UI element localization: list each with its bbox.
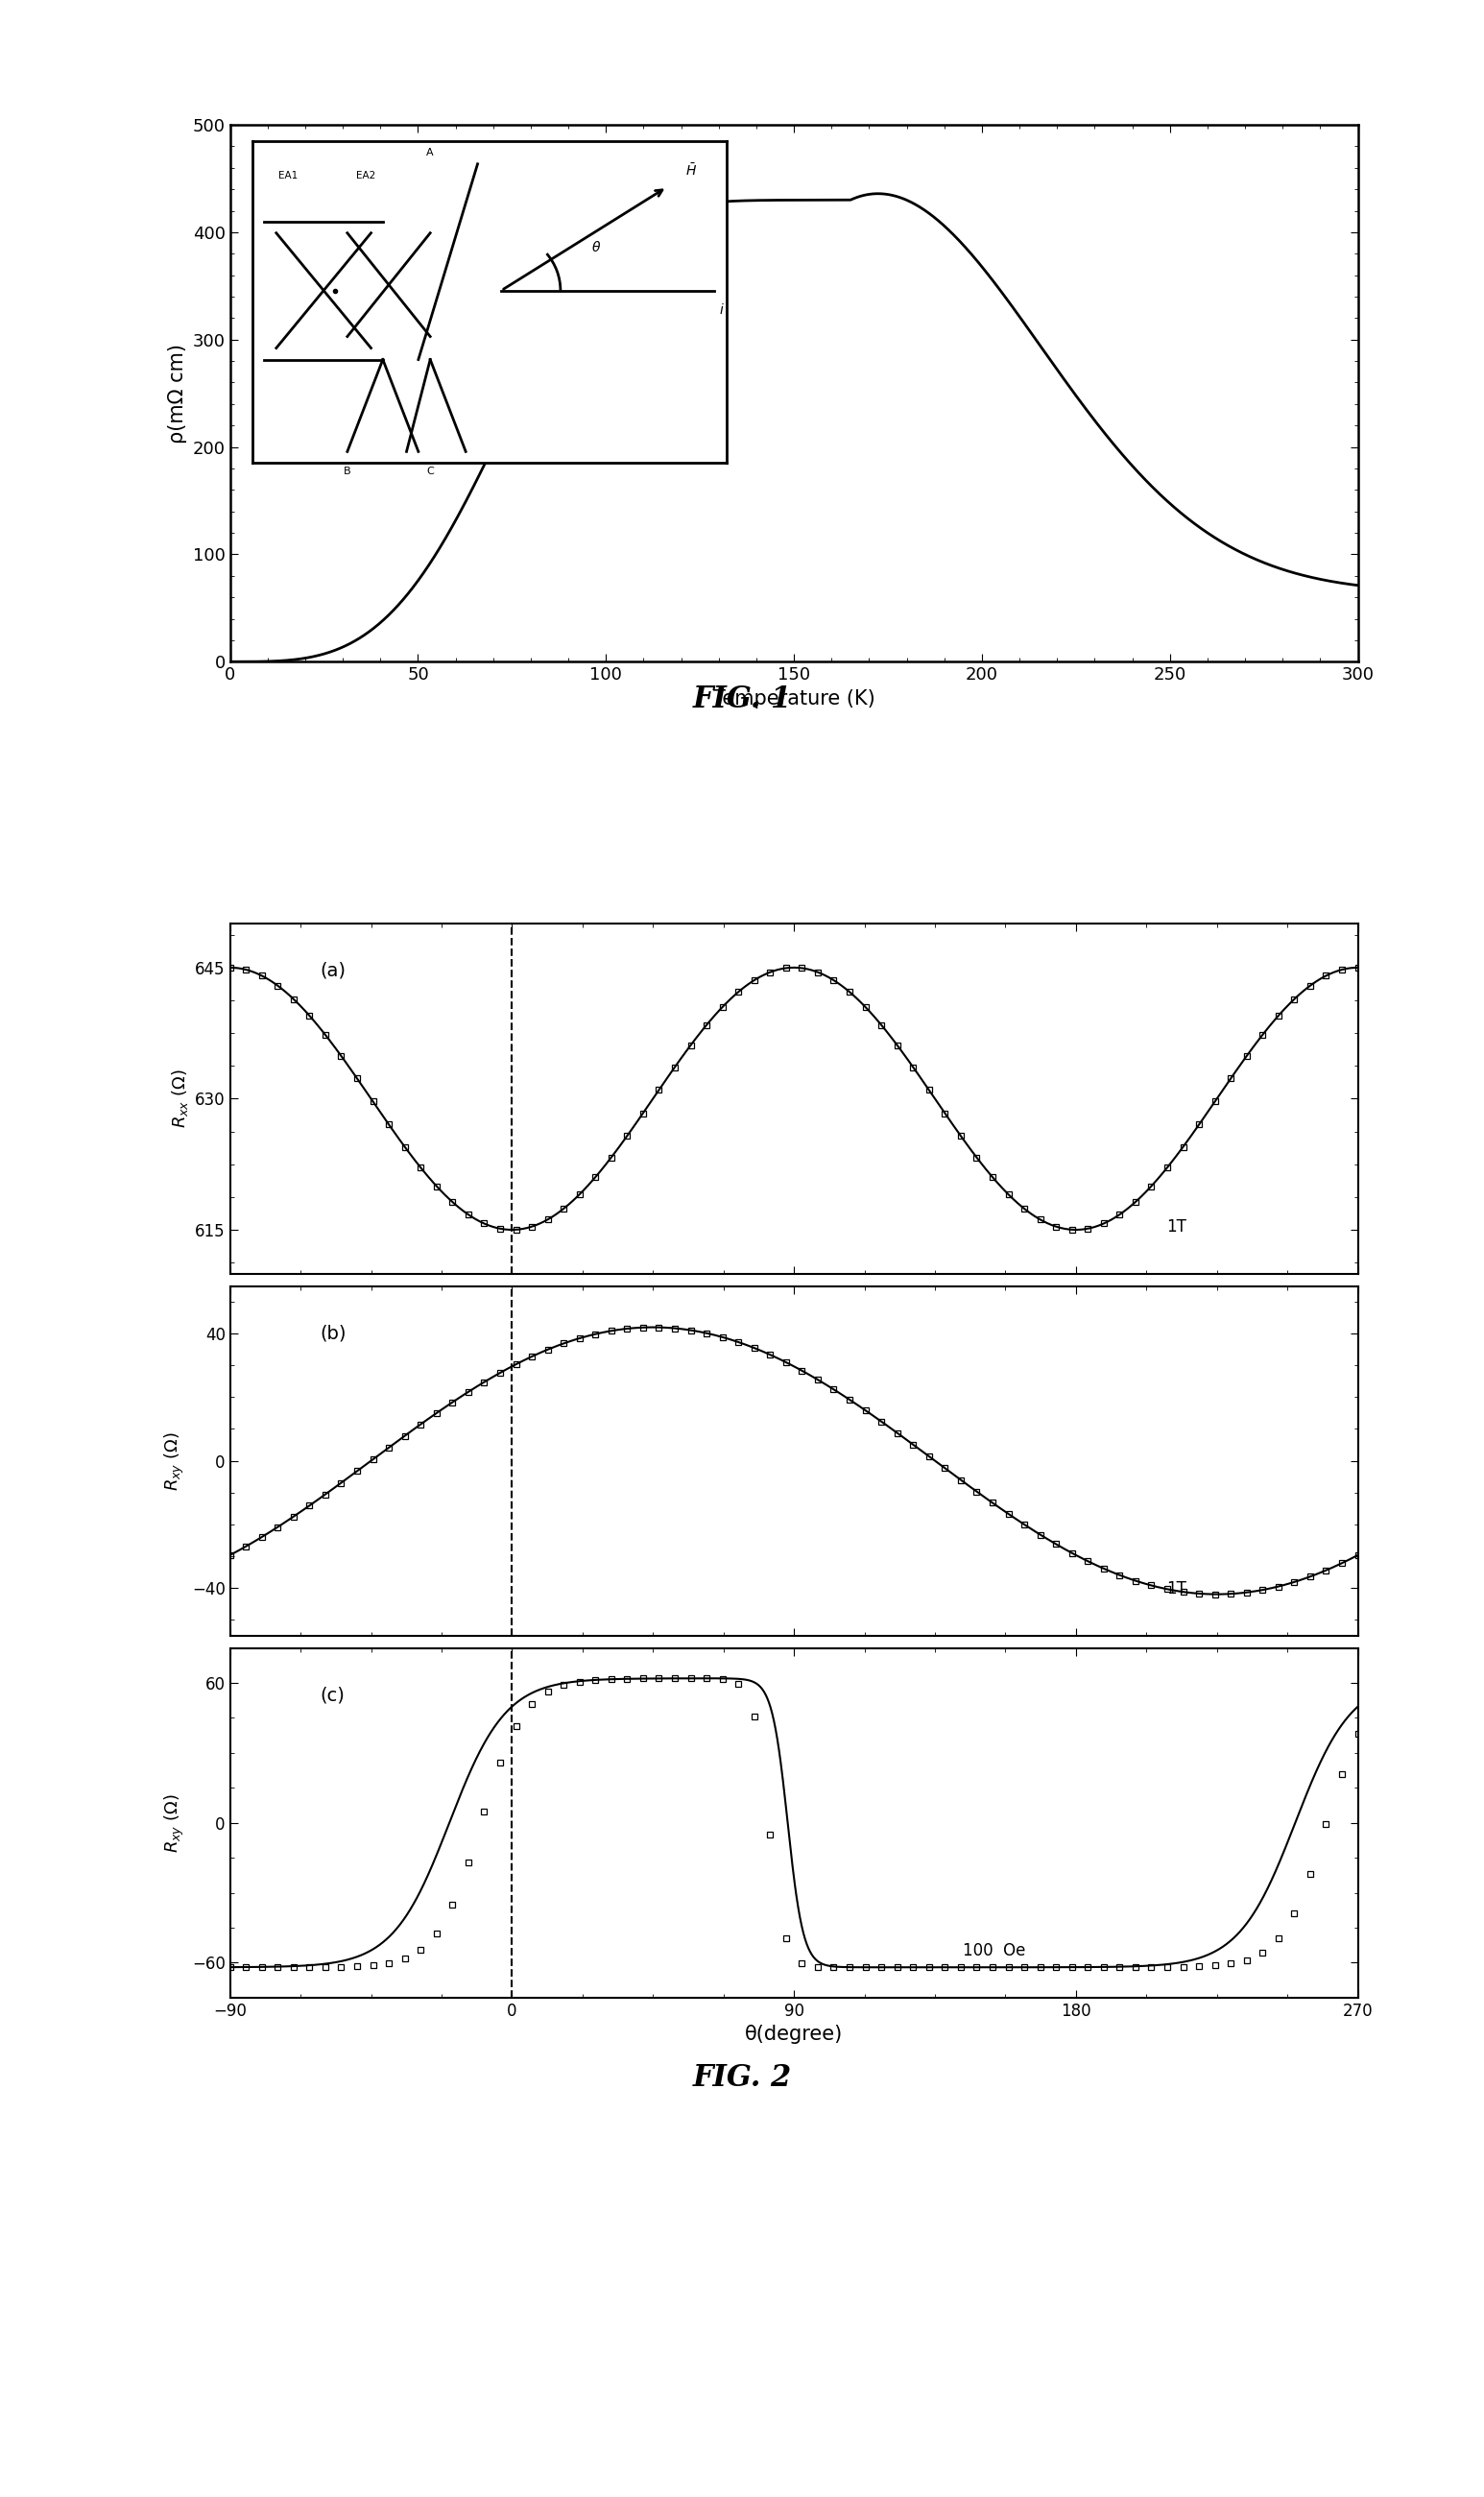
Text: 1T: 1T (1166, 1581, 1186, 1598)
Text: FIG. 2: FIG. 2 (693, 2063, 791, 2092)
Text: 1T: 1T (1166, 1219, 1186, 1236)
Y-axis label: ρ(mΩ cm): ρ(mΩ cm) (168, 345, 187, 442)
X-axis label: θ(degree): θ(degree) (745, 2025, 843, 2045)
Y-axis label: $R_{xy}$ ($\Omega$): $R_{xy}$ ($\Omega$) (163, 1793, 187, 1853)
Y-axis label: $R_{xx}$ ($\Omega$): $R_{xx}$ ($\Omega$) (169, 1069, 190, 1129)
Text: (b): (b) (321, 1323, 347, 1343)
Text: (c): (c) (321, 1685, 346, 1705)
Text: FIG. 1: FIG. 1 (693, 684, 791, 714)
Text: (a): (a) (321, 961, 346, 981)
X-axis label: Temperature (K): Temperature (K) (712, 689, 876, 709)
Text: 100  Oe: 100 Oe (963, 1943, 1025, 1960)
Y-axis label: $R_{xy}$ ($\Omega$): $R_{xy}$ ($\Omega$) (163, 1431, 187, 1491)
